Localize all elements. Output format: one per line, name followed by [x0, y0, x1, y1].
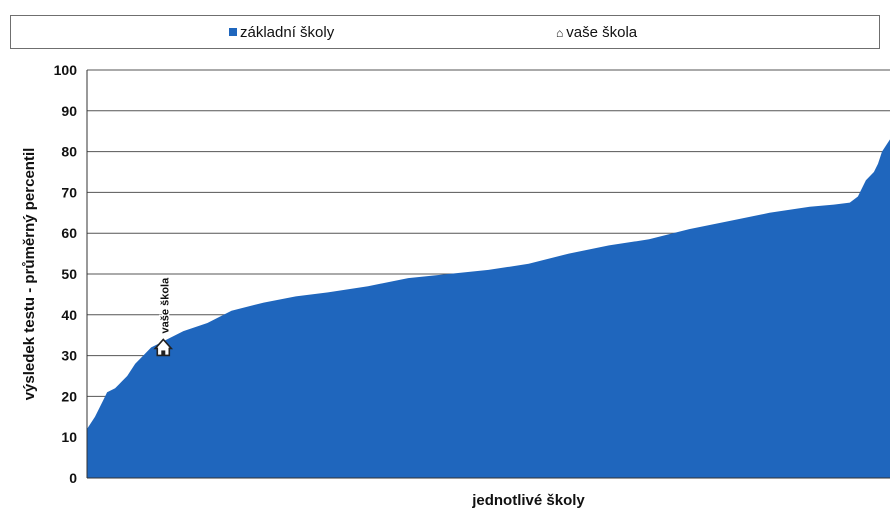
y-tick-label-60: 60: [61, 225, 77, 241]
square-icon: [229, 28, 237, 36]
y-tick-label-70: 70: [61, 184, 77, 200]
legend-item-vase-skola: ⌂ vaše škola: [556, 24, 637, 42]
legend-label-vase-skola: vaše škola: [566, 24, 638, 41]
y-tick-label-10: 10: [61, 429, 77, 445]
y-tick-label-80: 80: [61, 144, 77, 160]
y-tick-label-100: 100: [54, 62, 78, 78]
y-axis-title: výsledek testu - průměrný percentil: [21, 148, 38, 401]
y-tick-label-20: 20: [61, 388, 77, 404]
x-axis-title: jednotlivé školy: [471, 492, 585, 509]
y-tick-labels: 0 10 20 30 40 50 60 70 80 90 100: [54, 62, 78, 486]
house-shape: [153, 338, 174, 357]
y-tick-label-50: 50: [61, 266, 77, 282]
legend-item-zakladni-skoly: základní školy: [229, 24, 334, 42]
y-tick-label-40: 40: [61, 307, 77, 323]
y-tick-label-0: 0: [69, 470, 77, 486]
y-tick-label-30: 30: [61, 348, 77, 364]
house-icon: ⌂: [556, 26, 564, 40]
legend-label-zakladni-skoly: základní školy: [240, 24, 335, 41]
legend: základní školy ⌂ vaše škola: [10, 15, 880, 49]
house-icon: [153, 338, 174, 357]
area-series-zakladni-skoly: [87, 139, 890, 478]
your-school-marker: vaše škola: [153, 275, 174, 357]
y-tick-label-90: 90: [61, 103, 77, 119]
your-school-marker-label: vaše škola: [159, 277, 171, 334]
house-door: [161, 350, 166, 356]
